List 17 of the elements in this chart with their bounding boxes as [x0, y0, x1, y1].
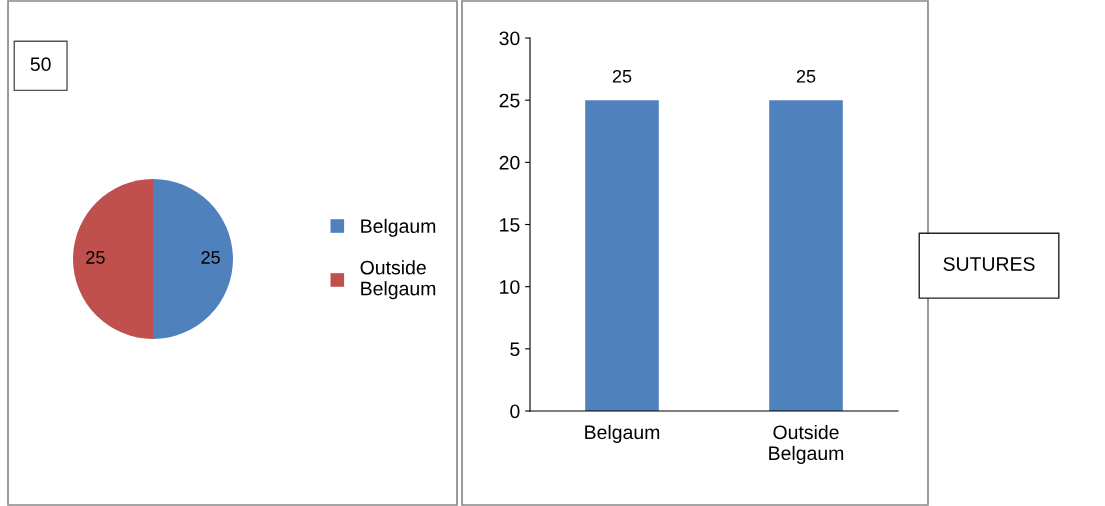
- y-tick-label: 5: [510, 342, 520, 357]
- y-tick-label: 15: [500, 218, 520, 232]
- y-tick-label: 30: [499, 31, 520, 46]
- y-tick-label: 10: [500, 280, 520, 294]
- data-label: 25: [201, 251, 220, 264]
- data-label: 25: [86, 251, 105, 264]
- y-tick-label: 25: [499, 93, 520, 108]
- y-tick-label: 0: [510, 404, 520, 419]
- pie-slice: [73, 179, 153, 339]
- data-label: 25: [796, 69, 816, 83]
- text: SUTURES: [943, 257, 1035, 271]
- legend-label: Belgaum: [361, 218, 436, 237]
- y-tick-label: 20: [499, 155, 520, 170]
- text: 50: [30, 57, 51, 72]
- legend-label: Outside Belgaum: [360, 260, 436, 300]
- pie-slice: [153, 179, 233, 339]
- data-label: 25: [612, 69, 632, 83]
